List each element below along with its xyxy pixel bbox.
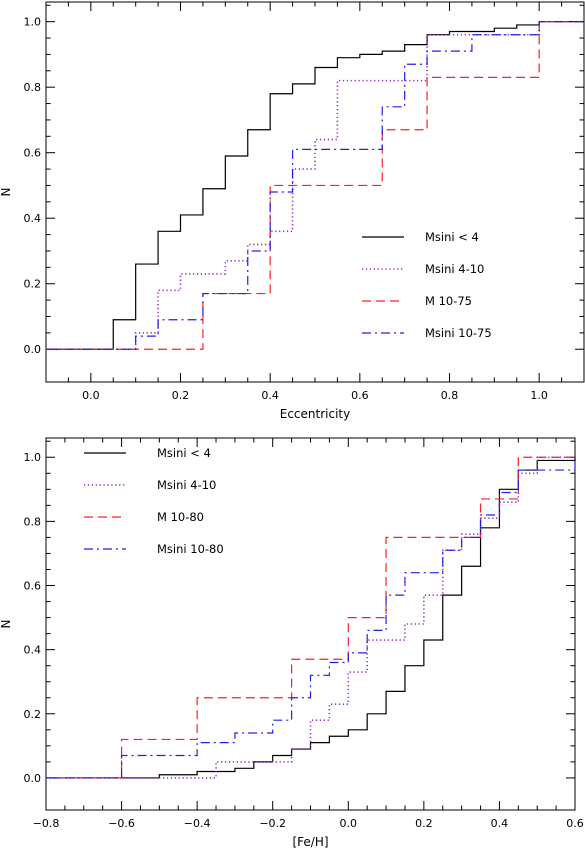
chart-0-plot-frame <box>45 1 585 383</box>
chart-0-x-tick-label: 0.6 <box>351 389 369 402</box>
chart-1-y-tick-label: 0.0 <box>24 772 42 785</box>
chart-0-y-tick-label: 0.6 <box>24 147 42 160</box>
chart-1-legend-label-2: M 10-80 <box>157 510 204 524</box>
chart-0-series-line-3 <box>46 21 584 350</box>
chart-1-x-tick-label: 0.6 <box>566 817 584 830</box>
chart-0-x-tick-label: 0.8 <box>441 389 459 402</box>
chart-0-legend-label-1: Msini 4-10 <box>425 262 484 276</box>
chart-0-y-tick-label: 0.8 <box>24 81 42 94</box>
chart-1-legend-label-0: Msini < 4 <box>157 446 211 460</box>
chart-0-legend: Msini < 4 Msini 4-10 M 10-75 Msini 10-75 <box>362 230 492 340</box>
chart-1-y-tick-label: 0.2 <box>24 708 42 721</box>
chart-1-y-tick-label: 0.8 <box>24 515 42 528</box>
chart-0-y-tick-label: 0.0 <box>24 343 42 356</box>
chart-1-y-tick-label: 0.4 <box>24 644 42 657</box>
chart-1-x-tick-label: 0.4 <box>491 817 509 830</box>
chart-0-x-axis-label: Eccentricity <box>280 407 350 421</box>
metallicity-cdf-panel: −0.8 −0.6 −0.4 −0.2 0.0 0.2 0.4 0.6 0.0 0.2 0.4 0.6… <box>0 437 584 849</box>
chart-1-x-axis-label: [Fe/H] <box>292 835 328 849</box>
chart-0-y-tick-label: 1.0 <box>24 16 42 29</box>
chart-1-legend-label-3: Msini 10-80 <box>157 542 224 556</box>
chart-1-series-line-1 <box>46 456 575 779</box>
chart-0-y-tick-label: 0.4 <box>24 212 42 225</box>
chart-1-y-tick-label: 1.0 <box>24 451 42 464</box>
chart-1-y-tick-label: 0.6 <box>24 580 42 593</box>
chart-0-y-axis-label: N <box>0 188 13 197</box>
chart-1-y-axis-label: N <box>0 620 13 629</box>
chart-1-series-line-2 <box>46 456 575 779</box>
chart-0-series-line-0 <box>46 21 584 350</box>
chart-0-legend-label-0: Msini < 4 <box>425 230 479 244</box>
chart-1-x-tick-label: 0.0 <box>340 817 358 830</box>
chart-0-legend-label-2: M 10-75 <box>425 294 472 308</box>
chart-0-y-tick-label: 0.2 <box>24 278 42 291</box>
chart-1-legend-label-1: Msini 4-10 <box>157 478 216 492</box>
chart-1-x-tick-label: −0.6 <box>108 817 135 830</box>
chart-0-x-tick-label: 0.2 <box>172 389 190 402</box>
chart-1-series-line-3 <box>46 457 576 779</box>
chart-0-legend-label-3: Msini 10-75 <box>425 326 492 340</box>
chart-1-x-tick-label: 0.2 <box>415 817 433 830</box>
chart-1-x-tick-label: −0.8 <box>33 817 60 830</box>
chart-1-legend: Msini < 4 Msini 4-10 M 10-80 Msini 10-80 <box>84 446 224 556</box>
chart-1-x-tick-label: −0.4 <box>184 817 211 830</box>
chart-1-plot-frame <box>45 437 576 811</box>
eccentricity-cdf-panel: 0.0 0.2 0.4 0.6 0.8 1.0 0.0 0.2 0.4 0.6 0.8 1.0 Ecce… <box>0 1 585 421</box>
chart-0-x-tick-label: 0.4 <box>261 389 279 402</box>
chart-0-x-tick-label: 1.0 <box>530 389 548 402</box>
chart-0-x-tick-label: 0.0 <box>82 389 100 402</box>
chart-1-x-tick-label: −0.2 <box>259 817 286 830</box>
